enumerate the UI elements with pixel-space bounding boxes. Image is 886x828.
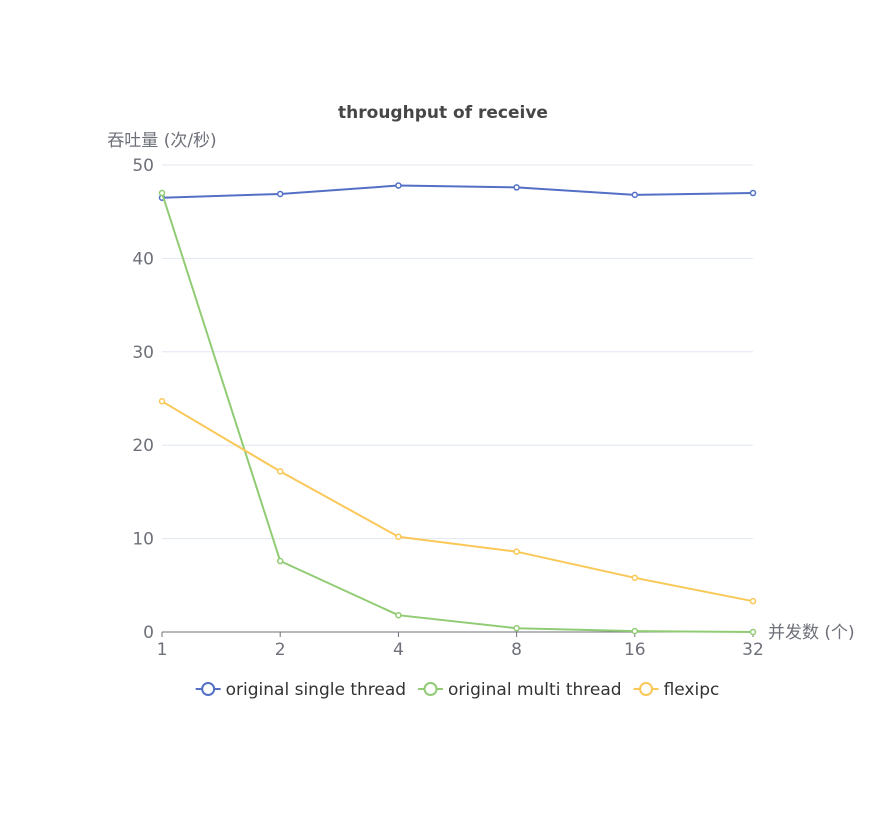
legend-item[interactable]: flexipc xyxy=(633,680,720,700)
x-tick-label: 1 xyxy=(157,640,168,660)
data-point[interactable] xyxy=(513,184,520,191)
y-tick-label: 20 xyxy=(132,436,154,456)
legend-circle-icon xyxy=(201,682,216,696)
data-point[interactable] xyxy=(276,468,284,475)
y-tick-label: 30 xyxy=(132,343,154,363)
x-axis-label: 并发数 (个) xyxy=(768,623,855,643)
series-line xyxy=(161,184,754,199)
legend-circle-icon xyxy=(639,682,654,696)
data-point[interactable] xyxy=(158,398,166,405)
series-line xyxy=(161,192,754,633)
data-point[interactable] xyxy=(631,627,639,635)
y-tick-label: 0 xyxy=(143,623,154,643)
x-tick-label: 16 xyxy=(624,640,646,660)
series-lines xyxy=(158,182,757,636)
legend-label: flexipc xyxy=(664,680,720,700)
grid-lines xyxy=(162,164,753,540)
y-tick-label: 50 xyxy=(132,156,154,176)
series-line xyxy=(161,400,754,603)
legend[interactable]: original single thread original multi thr… xyxy=(195,680,720,700)
chart-title: throughput of receive xyxy=(338,103,548,123)
data-point[interactable] xyxy=(513,625,520,632)
data-point[interactable] xyxy=(749,597,757,605)
x-tick-label: 2 xyxy=(275,640,286,660)
legend-label: original single thread xyxy=(226,680,406,700)
y-axis-label: 吞吐量 (次/秒) xyxy=(107,131,216,151)
data-point[interactable] xyxy=(276,190,284,198)
legend-item[interactable]: original single thread xyxy=(195,680,406,700)
data-point[interactable] xyxy=(395,182,402,189)
data-point[interactable] xyxy=(749,628,757,636)
x-tick-label: 32 xyxy=(742,640,764,660)
data-point[interactable] xyxy=(395,611,402,619)
y-tick-label: 40 xyxy=(132,249,154,269)
data-point[interactable] xyxy=(395,533,402,540)
data-point[interactable] xyxy=(749,189,757,197)
data-point[interactable] xyxy=(158,189,166,197)
data-point[interactable] xyxy=(276,557,284,565)
data-point[interactable] xyxy=(631,191,639,199)
legend-item[interactable]: original multi thread xyxy=(418,680,622,700)
x-tick-label: 8 xyxy=(511,640,522,660)
x-tick-label: 4 xyxy=(393,640,404,660)
y-tick-label: 10 xyxy=(132,530,154,550)
data-point[interactable] xyxy=(513,548,520,555)
legend-label: original multi thread xyxy=(448,680,622,700)
legend-circle-icon xyxy=(423,682,438,696)
data-point[interactable] xyxy=(631,574,639,582)
